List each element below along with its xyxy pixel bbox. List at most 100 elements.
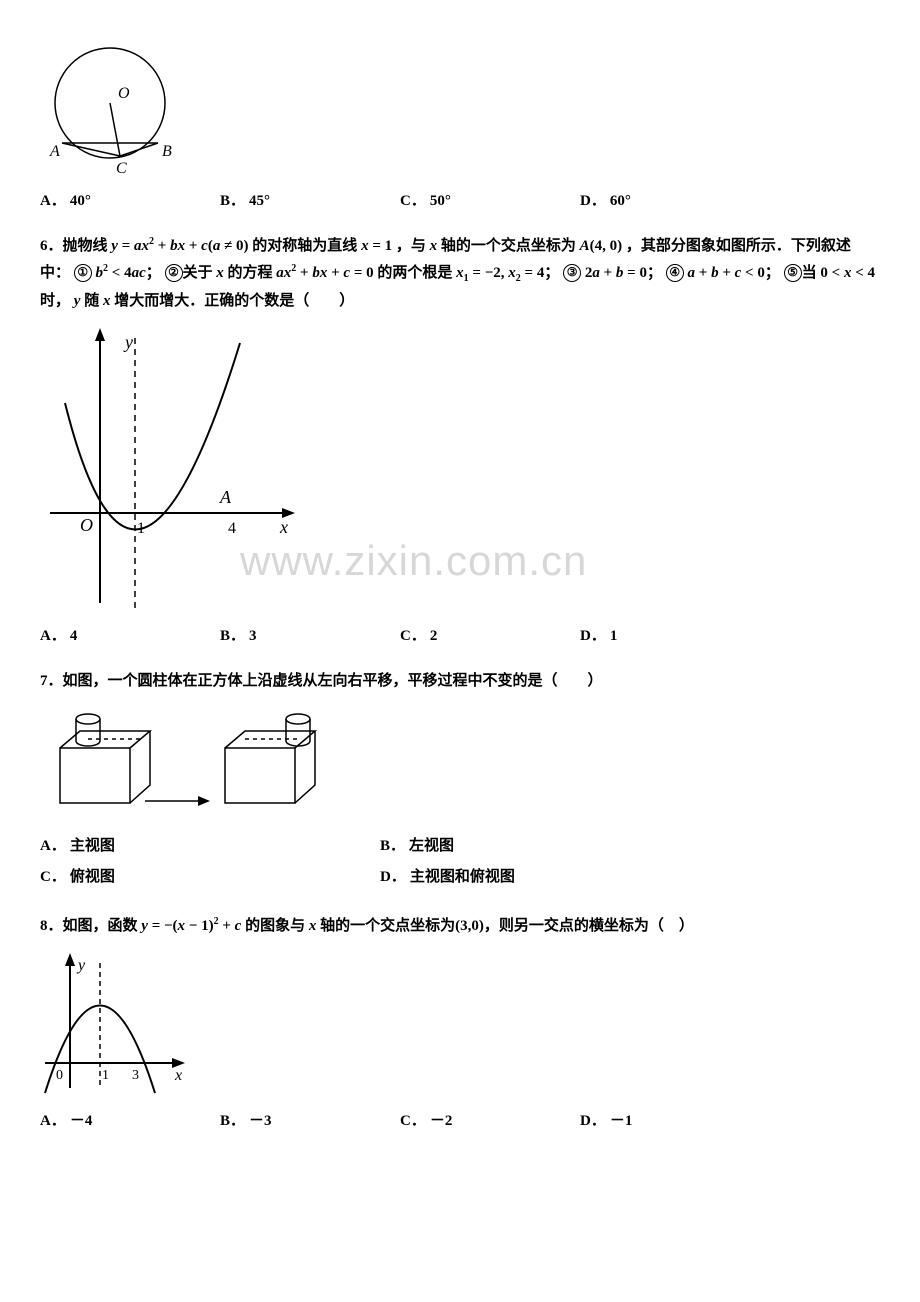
opt-letter: D． xyxy=(580,628,606,644)
q6-s2-eq: ax2 + bx + c = 0 xyxy=(276,265,373,281)
opt-text: －1 xyxy=(610,1113,633,1129)
q6-mid3: 轴的一个交点坐标为 xyxy=(437,238,580,254)
q6-x1: x = 1 xyxy=(361,238,392,254)
q8-mid1: 的图象与 xyxy=(241,918,309,934)
q6-label-A: A xyxy=(219,487,232,507)
q6-s2-x: x xyxy=(216,265,224,281)
q7-text: 如图，一个圆柱体在正方体上沿虚线从左向右平移，平移过程中不变的是（ ） xyxy=(63,673,603,689)
opt-text: 40° xyxy=(70,193,91,209)
q6-number: 6． xyxy=(40,238,63,254)
q6-option-b: B．3 xyxy=(220,623,400,650)
q6-label-1: 1 xyxy=(137,520,145,537)
problem-7: 7．如图，一个圆柱体在正方体上沿虚线从左向右平移，平移过程中不变的是（ ） xyxy=(40,668,880,895)
opt-letter: C． xyxy=(400,628,426,644)
q8-svg: y x 0 1 3 xyxy=(40,948,190,1098)
opt-letter: A． xyxy=(40,838,66,854)
q7-figure xyxy=(40,703,880,823)
opt-letter: D． xyxy=(580,193,606,209)
q5-svg: O A B C xyxy=(40,38,190,178)
opt-text: 45° xyxy=(249,193,270,209)
q8-stem: 8．如图，函数 y = −(x − 1)2 + c 的图象与 x 轴的一个交点坐… xyxy=(40,913,880,940)
opt-letter: A． xyxy=(40,193,66,209)
q6-Apt: A(4, 0) xyxy=(580,238,623,254)
q6-mid1: 的对称轴为直线 xyxy=(249,238,362,254)
q6-stem: 6．抛物线 y = ax2 + bx + c(a ≠ 0) 的对称轴为直线 x … xyxy=(40,233,880,315)
q8-pt: (3,0) xyxy=(455,918,484,934)
q5-option-a: A．40° xyxy=(40,188,220,215)
problem-6: 6．抛物线 y = ax2 + bx + c(a ≠ 0) 的对称轴为直线 x … xyxy=(40,233,880,650)
q7-svg xyxy=(40,703,340,823)
q5-label-B: B xyxy=(162,143,172,160)
q7-option-d: D．主视图和俯视图 xyxy=(380,864,720,891)
q6-s2-mid: 的方程 xyxy=(224,265,277,281)
q8-options: A．－4 B．－3 C．－2 D．－1 xyxy=(40,1108,880,1135)
q5-label-A: A xyxy=(49,143,60,160)
q5-option-d: D．60° xyxy=(580,188,760,215)
q8-eq: y = −(x − 1)2 + c xyxy=(141,918,241,934)
q5-label-O: O xyxy=(118,85,130,102)
q6-label-4: 4 xyxy=(228,520,236,537)
opt-text: 主视图 xyxy=(70,838,115,854)
opt-text: 60° xyxy=(610,193,631,209)
opt-letter: B． xyxy=(220,1113,245,1129)
q8-label-1: 1 xyxy=(102,1068,109,1083)
q6-svg: y x O 1 4 A xyxy=(40,323,300,613)
opt-text: 2 xyxy=(430,628,438,644)
q6-label-O: O xyxy=(80,515,93,535)
q6-s2-num: ② xyxy=(165,264,183,282)
opt-text: 主视图和俯视图 xyxy=(410,869,515,885)
q8-number: 8． xyxy=(40,918,63,934)
q6-s4-num: ④ xyxy=(666,264,684,282)
q6-s5-num: ⑤ xyxy=(784,264,802,282)
opt-text: 左视图 xyxy=(409,838,454,854)
q6-label-y: y xyxy=(123,332,133,352)
q5-figure: O A B C xyxy=(40,38,880,178)
q5-options: A．40° B．45° C．50° D．60° xyxy=(40,188,880,215)
q8-label-3: 3 xyxy=(132,1068,139,1083)
q7-option-b: B．左视图 xyxy=(380,833,720,860)
opt-text: 3 xyxy=(249,628,257,644)
problem-8: 8．如图，函数 y = −(x − 1)2 + c 的图象与 x 轴的一个交点坐… xyxy=(40,913,880,1135)
opt-letter: D． xyxy=(380,869,406,885)
q6-options: A．4 B．3 C．2 D．1 xyxy=(40,623,880,650)
opt-letter: B． xyxy=(380,838,405,854)
opt-text: 50° xyxy=(430,193,451,209)
q6-s1-num: ① xyxy=(74,264,92,282)
q6-option-a: A．4 xyxy=(40,623,220,650)
q6-pre: 抛物线 xyxy=(63,238,112,254)
sep: ； xyxy=(647,265,662,281)
q7-stem: 7．如图，一个圆柱体在正方体上沿虚线从左向右平移，平移过程中不变的是（ ） xyxy=(40,668,880,695)
q6-s5-post: 增大而增大．正确的个数是（ ） xyxy=(110,293,354,309)
q6-s2-pre: 关于 xyxy=(183,265,217,281)
q6-s1-text: b2 < 4ac xyxy=(96,265,146,281)
sep: ； xyxy=(765,265,780,281)
q8-pre: 如图，函数 xyxy=(63,918,142,934)
q5-option-c: C．50° xyxy=(400,188,580,215)
opt-letter: B． xyxy=(220,628,245,644)
q6-s5-pre: 当 xyxy=(802,265,821,281)
q8-mid2: 轴的一个交点坐标为 xyxy=(316,918,455,934)
q7-number: 7． xyxy=(40,673,63,689)
q6-s4-text: a + b + c < 0 xyxy=(688,265,765,281)
opt-text: 4 xyxy=(70,628,78,644)
q6-mid2: ，与 xyxy=(392,238,430,254)
opt-text: 俯视图 xyxy=(70,869,115,885)
q8-option-c: C．－2 xyxy=(400,1108,580,1135)
q6-figure: y x O 1 4 A www.zixin.com.cn xyxy=(40,323,880,613)
opt-text: 1 xyxy=(610,628,618,644)
q6-eq: y = ax2 + bx + c(a ≠ 0) xyxy=(111,238,248,254)
opt-letter: C． xyxy=(40,869,66,885)
opt-letter: B． xyxy=(220,193,245,209)
sep: ； xyxy=(146,265,161,281)
opt-letter: C． xyxy=(400,193,426,209)
q6-s3-num: ③ xyxy=(563,264,581,282)
q6-s5-mid: 时， xyxy=(40,293,74,309)
q7-options: A．主视图 B．左视图 C．俯视图 D．主视图和俯视图 xyxy=(40,833,880,895)
q6-s2-roots: x1 = −2, x2 = 4 xyxy=(456,265,544,281)
opt-letter: D． xyxy=(580,1113,606,1129)
opt-letter: C． xyxy=(400,1113,426,1129)
q7-option-c: C．俯视图 xyxy=(40,864,380,891)
opt-text: －3 xyxy=(249,1113,272,1129)
sep: ； xyxy=(544,265,559,281)
q6-s3-text: 2a + b = 0 xyxy=(585,265,647,281)
